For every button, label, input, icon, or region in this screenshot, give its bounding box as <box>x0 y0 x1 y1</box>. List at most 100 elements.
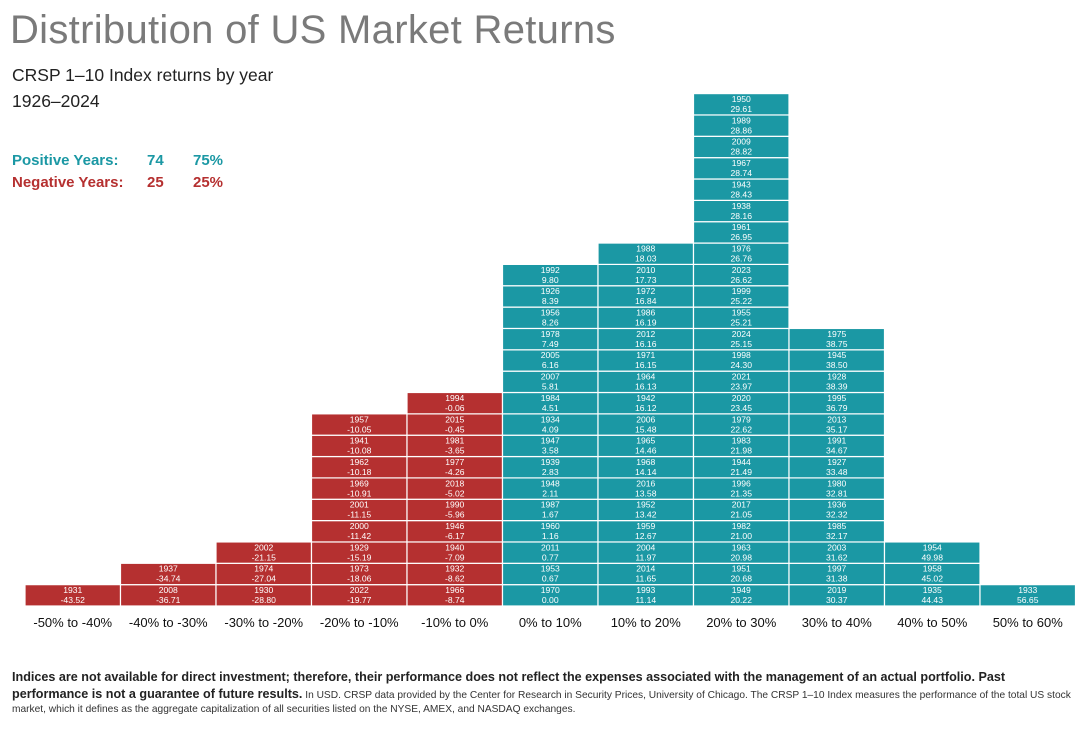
cell-return: 16.84 <box>635 296 657 306</box>
cell-return: 0.00 <box>542 595 559 605</box>
cell-year: 1945 <box>827 350 846 360</box>
cell-year: 2007 <box>541 372 560 382</box>
cell-year: 1934 <box>541 414 560 424</box>
cell-year: 1948 <box>541 478 560 488</box>
cell-year: 1967 <box>732 158 751 168</box>
cell-year: 2023 <box>732 265 751 275</box>
cell-return: -5.96 <box>445 510 465 520</box>
cell-return: 11.97 <box>635 552 656 562</box>
cell-year: 1941 <box>350 436 369 446</box>
histogram-cell <box>788 327 886 351</box>
cell-return: 22.62 <box>730 424 752 434</box>
cell-year: 2001 <box>350 500 369 510</box>
cell-year: 1965 <box>636 436 655 446</box>
cell-year: 1949 <box>732 585 751 595</box>
cell-year: 1928 <box>827 372 846 382</box>
cell-return: 28.86 <box>730 125 752 135</box>
cell-year: 2000 <box>350 521 369 531</box>
cell-year: 2014 <box>636 564 655 574</box>
cell-return: 32.81 <box>826 488 848 498</box>
cell-return: 5.81 <box>542 382 559 392</box>
cell-year: 2008 <box>159 585 178 595</box>
cell-year: 2021 <box>732 372 751 382</box>
cell-return: 0.77 <box>542 552 559 562</box>
cell-return: 33.48 <box>826 467 848 477</box>
cell-year: 2017 <box>732 500 751 510</box>
cell-return: -28.80 <box>252 595 277 605</box>
cell-return: 20.98 <box>730 552 752 562</box>
positive-years-count: 74 <box>147 152 164 169</box>
cell-year: 2002 <box>254 542 273 552</box>
cell-return: 28.16 <box>730 211 752 221</box>
cell-year: 1961 <box>732 222 751 232</box>
cell-return: 38.39 <box>826 382 848 392</box>
cell-return: 21.35 <box>730 488 752 498</box>
cell-return: 44.43 <box>921 595 943 605</box>
negative-years-label: Negative Years: <box>12 174 124 191</box>
cell-year: 1972 <box>636 286 655 296</box>
cell-year: 1977 <box>445 457 464 467</box>
cell-return: 16.15 <box>635 360 657 370</box>
cell-year: 1991 <box>827 436 846 446</box>
negative-years-count: 25 <box>147 174 164 191</box>
cell-return: -34.74 <box>156 574 181 584</box>
cell-year: 1962 <box>350 457 369 467</box>
cell-year: 2003 <box>827 542 846 552</box>
cell-return: 21.00 <box>730 531 752 541</box>
cell-year: 1990 <box>445 500 464 510</box>
cell-return: 26.62 <box>730 275 752 285</box>
cell-year: 2005 <box>541 350 560 360</box>
cell-year: 2004 <box>636 542 655 552</box>
cell-year: 1954 <box>923 542 942 552</box>
cell-return: 34.67 <box>826 446 848 456</box>
x-axis-label: 40% to 50% <box>897 615 968 630</box>
cell-year: 1930 <box>254 585 273 595</box>
cell-return: 7.49 <box>542 339 559 349</box>
cell-return: 4.51 <box>542 403 559 413</box>
cell-return: -19.77 <box>347 595 372 605</box>
cell-year: 1998 <box>732 350 751 360</box>
cell-return: 8.39 <box>542 296 559 306</box>
cell-return: 2.83 <box>542 467 559 477</box>
cell-year: 1938 <box>732 201 751 211</box>
cell-return: -6.17 <box>445 531 465 541</box>
cell-return: 56.65 <box>1017 595 1039 605</box>
cell-year: 1999 <box>732 286 751 296</box>
histogram-cell <box>883 541 981 564</box>
cell-return: 2.11 <box>542 488 558 498</box>
cell-return: 31.62 <box>826 552 848 562</box>
cell-return: -10.91 <box>347 488 372 498</box>
cell-return: -27.04 <box>252 574 277 584</box>
cell-year: 2016 <box>636 478 655 488</box>
cell-return: 11.14 <box>635 595 656 605</box>
cell-return: 20.68 <box>730 574 752 584</box>
cell-return: 14.46 <box>635 446 657 456</box>
cell-year: 1943 <box>732 179 751 189</box>
cell-year: 1955 <box>732 308 751 318</box>
cell-return: -36.71 <box>156 595 181 605</box>
cell-return: 16.13 <box>635 382 657 392</box>
cell-year: 1964 <box>636 372 655 382</box>
cell-year: 1947 <box>541 436 560 446</box>
cell-year: 1950 <box>732 94 751 104</box>
cell-year: 1995 <box>827 393 846 403</box>
cell-return: 24.30 <box>730 360 752 370</box>
cell-year: 2020 <box>732 393 751 403</box>
positive-years-pct: 75% <box>193 152 224 169</box>
footnote: Indices are not available for direct inv… <box>12 669 1078 717</box>
cell-year: 1987 <box>541 500 560 510</box>
cell-return: 16.16 <box>635 339 657 349</box>
cell-return: 11.65 <box>635 574 656 584</box>
cell-year: 1932 <box>445 564 464 574</box>
cell-return: -5.02 <box>445 488 465 498</box>
cell-year: 1971 <box>636 350 655 360</box>
cell-year: 1968 <box>636 457 655 467</box>
cell-return: 49.98 <box>921 552 943 562</box>
cell-return: 21.49 <box>730 467 752 477</box>
cell-return: 28.82 <box>730 147 752 157</box>
cell-return: 9.80 <box>542 275 559 285</box>
cell-return: -21.15 <box>252 552 277 562</box>
cell-year: 1986 <box>636 308 655 318</box>
cell-return: 38.75 <box>826 339 848 349</box>
cell-return: 29.61 <box>730 104 752 114</box>
